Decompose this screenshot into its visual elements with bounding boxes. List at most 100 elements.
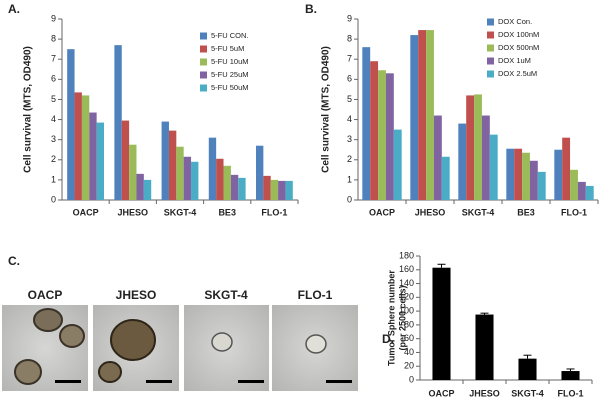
x-tick-label: SKGT-4 <box>164 207 197 217</box>
legend-label: DOX 1uM <box>498 56 531 65</box>
x-tick-label: SKGT-4 <box>511 388 544 398</box>
bar <box>89 112 97 200</box>
legend-swatch <box>487 44 494 52</box>
scale-bar <box>55 380 81 383</box>
panel-label: D. <box>382 332 394 346</box>
legend-label: 5-FU CON. <box>211 31 249 40</box>
y-axis-label: Tumor Sphere number <box>386 270 396 366</box>
bar <box>393 129 402 200</box>
legend-label: DOX 2.5uM <box>498 69 537 78</box>
bar <box>475 314 494 380</box>
y-axis-label: Cell survival (MTS, OD490) <box>23 46 34 173</box>
bar <box>385 73 394 200</box>
micrographs <box>2 305 358 391</box>
image-caption: FLO-1 <box>298 288 333 302</box>
bar <box>514 148 523 200</box>
legend-label: 5-FU 25uM <box>211 70 249 79</box>
y-tick-label: 9 <box>347 13 352 23</box>
bar <box>562 137 571 200</box>
scale-bar <box>326 380 352 383</box>
legend-label: DOX Con. <box>498 17 532 26</box>
bar <box>489 134 498 200</box>
legend-swatch <box>200 58 207 66</box>
y-tick-label: 9 <box>51 13 56 23</box>
bar <box>433 115 442 200</box>
panel-label: B. <box>305 2 317 16</box>
panel-label: A. <box>8 2 20 16</box>
bar <box>418 30 427 200</box>
x-tick-label: FLO-1 <box>558 388 584 398</box>
x-tick-label: BE3 <box>517 207 535 217</box>
bar <box>129 144 137 200</box>
image-caption: SKGT-4 <box>204 288 248 302</box>
bar <box>230 174 239 200</box>
y-axis-label: (per 2500 cells) <box>397 285 407 350</box>
cell-sphere <box>33 308 63 332</box>
bar <box>238 177 246 200</box>
y-tick-label: 0 <box>347 194 352 204</box>
cell-sphere <box>211 332 233 352</box>
x-tick-label: JHESO <box>469 388 500 398</box>
image-caption: JHESO <box>116 288 157 302</box>
bar <box>577 181 586 200</box>
y-tick-label: 3 <box>51 134 56 144</box>
bar <box>378 70 386 201</box>
cell-sphere <box>110 319 156 361</box>
bar <box>216 158 224 200</box>
panel-label: C. <box>8 254 20 268</box>
bar <box>285 180 293 200</box>
legend-swatch <box>487 70 494 78</box>
cell-sphere <box>14 359 42 385</box>
bar <box>466 95 475 200</box>
y-tick-label: 80 <box>404 319 414 329</box>
bar <box>370 61 379 200</box>
scale-bar <box>238 380 264 383</box>
bar <box>255 145 264 200</box>
bar <box>522 152 530 200</box>
x-tick-label: BE3 <box>218 207 236 217</box>
cell-sphere <box>59 324 85 348</box>
bar <box>432 267 451 380</box>
y-tick-label: 5 <box>347 94 352 104</box>
bar <box>121 120 130 200</box>
bar <box>441 156 450 200</box>
bar <box>410 35 419 200</box>
bar <box>263 175 271 200</box>
y-tick-label: 2 <box>347 154 352 164</box>
x-tick-label: FLO-1 <box>261 207 287 217</box>
bar <box>537 171 546 200</box>
x-tick-label: JHESO <box>118 207 149 217</box>
bar <box>143 179 152 200</box>
y-tick-label: 0 <box>51 194 56 204</box>
y-tick-label: 140 <box>399 278 414 288</box>
scale-bar <box>146 380 172 383</box>
y-tick-label: 2 <box>51 154 56 164</box>
legend-swatch <box>487 18 494 26</box>
bar <box>191 161 199 200</box>
bar <box>136 173 144 200</box>
legend-label: 5-FU 10uM <box>211 57 249 66</box>
bar <box>96 122 105 200</box>
legend-label: DOX 100nM <box>498 30 539 39</box>
x-tick-label: SKGT-4 <box>462 207 495 217</box>
bar <box>74 92 82 200</box>
bar <box>426 30 434 200</box>
y-axis-label: Cell survival (MTS, OD490) <box>321 46 332 173</box>
bar <box>554 149 563 200</box>
legend-swatch <box>487 31 494 39</box>
image-caption: OACP <box>28 288 63 302</box>
bar <box>176 146 184 200</box>
bar <box>67 49 75 200</box>
y-tick-label: 8 <box>347 33 352 43</box>
bar <box>208 137 217 200</box>
cell-sphere <box>305 334 327 354</box>
legend-label: 5-FU 5uM <box>211 44 244 53</box>
bar <box>81 95 90 200</box>
cell-sphere <box>98 361 122 383</box>
x-tick-label: FLO-1 <box>561 207 587 217</box>
legend-swatch <box>487 57 494 65</box>
legend-swatch <box>200 45 207 53</box>
x-tick-label: OACP <box>73 207 99 217</box>
legend-label: DOX 500nM <box>498 43 539 52</box>
